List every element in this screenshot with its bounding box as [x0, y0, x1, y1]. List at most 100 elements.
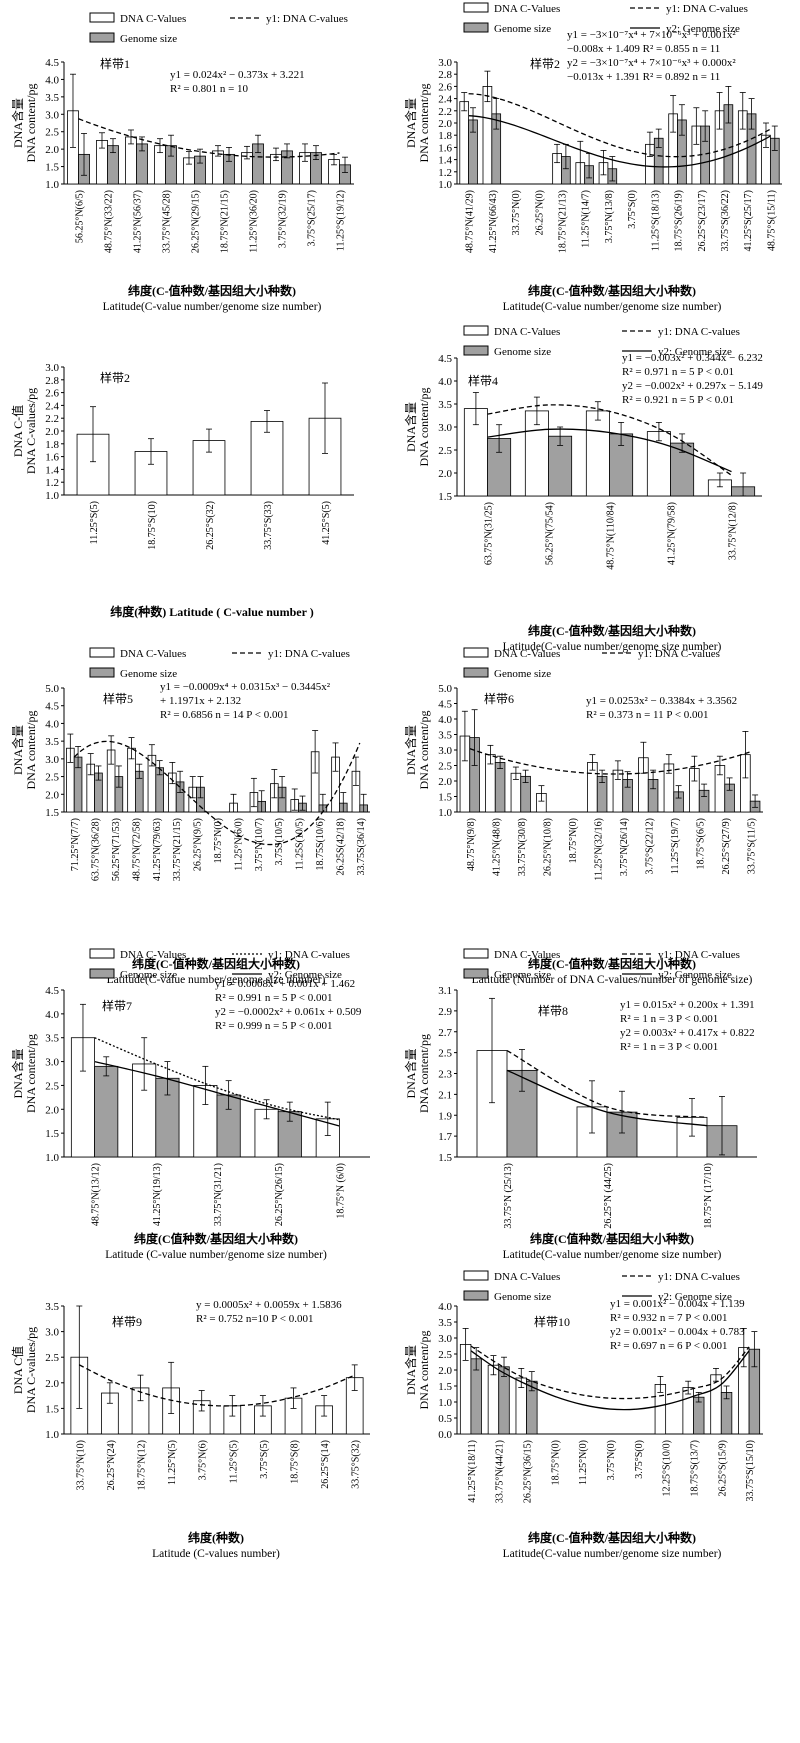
x-tick-label: 33.75°N (25/13) — [503, 1163, 514, 1229]
equation-line: y1 = 0.0253x² − 0.3384x + 3.3562 — [586, 695, 737, 707]
legend-fit-label-1: y1: DNA C-values — [268, 648, 350, 660]
y-tick-label: 1.5 — [438, 792, 452, 804]
fit-curve-2 — [470, 1350, 750, 1411]
legend-swatch-genome-size — [89, 968, 115, 979]
x-tick-label: 41.25°N(19/13) — [152, 1163, 163, 1226]
y-axis-label-en: DNA C-values/pg — [24, 1327, 38, 1413]
y-tick-label: 2.4 — [45, 400, 59, 412]
legend-fit-label-2: y2: Genome size — [658, 346, 732, 358]
legend-fit-label-2: y2: Genome size — [268, 969, 342, 981]
y-tick-label: 4.0 — [438, 376, 452, 388]
y-tick-label: 2.5 — [45, 772, 59, 784]
x-tick-label: 3.75°N(26/14) — [619, 818, 630, 876]
x-tick-label: 48.75°N(9/8) — [466, 818, 477, 871]
y-tick-label: 1.5 — [45, 162, 59, 174]
x-tick-label: 48.75°N(13/12) — [91, 1163, 102, 1226]
legend-label-genome-size: Genome size — [494, 668, 551, 680]
y-axis-label-cn: DNA含量 — [403, 1345, 418, 1395]
x-tick-label: 18.75°N(0) — [568, 818, 579, 863]
legend-fit-label-1: y1: DNA C-values — [666, 3, 748, 15]
x-tick-label: 71.25°N(7/7) — [70, 818, 81, 871]
y-tick-label: 1.0 — [438, 1397, 452, 1409]
legend-swatch-genome-size — [463, 345, 489, 356]
y-axis-label-en: DNA C-values/pg — [24, 388, 38, 474]
equation-line: R² = 1 n = 3 P < 0.001 — [620, 1041, 718, 1053]
equation-line: R² = 0.801 n = 10 — [170, 83, 249, 95]
x-tick-label: 33.75S(36/14) — [356, 818, 367, 876]
equation-line: y1 = 0.0008x² + 0.001x + 1.462 — [215, 978, 355, 990]
x-axis-label-cn: 纬度(C值种数/基因组大小种数) — [530, 1231, 694, 1246]
x-tick-label: 33.75°N(31/21) — [213, 1163, 224, 1226]
x-tick-label: 26.25°S(15/9) — [717, 1440, 728, 1497]
legend-swatch-genome-size — [89, 32, 115, 43]
x-axis-label-cn: 纬度(C-值种数/基因组大小种数) — [528, 956, 696, 971]
x-tick-label: 12.25°S(10/0) — [662, 1440, 673, 1497]
legend-fit-label-2: y2: Genome size — [658, 969, 732, 981]
legend-label-c-values: DNA C-Values — [494, 3, 560, 15]
x-axis-label-cn: 纬度(C值种数/基因组大小种数) — [134, 1231, 298, 1246]
x-tick-label: 3.75°S(22/12) — [644, 818, 655, 875]
x-tick-label: 18.75°N(21/15) — [220, 190, 231, 253]
legend-swatch-genome-size — [463, 22, 489, 33]
x-tick-label: 33.75°N(21/15) — [172, 818, 183, 881]
y-axis-label-cn: DNA C-值 — [10, 405, 25, 457]
y-tick-label: 4.5 — [45, 985, 59, 997]
bar-c-value — [682, 1387, 694, 1435]
y-tick-label: 3.5 — [45, 1301, 59, 1313]
x-axis-label-cn: 纬度(C-值种数/基因组大小种数) — [528, 623, 696, 638]
legend-label-genome-size: Genome size — [120, 33, 177, 45]
y-tick-label: 2.0 — [45, 144, 59, 156]
x-tick-label: 41.25°N(18/11) — [467, 1440, 478, 1503]
x-tick-label: 56.25°N(71/53) — [111, 818, 122, 881]
fit-curve-2 — [487, 428, 732, 473]
y-tick-label: 2.7 — [438, 1027, 452, 1039]
x-tick-label: 41.25°S(25/17) — [743, 190, 754, 252]
x-tick-label: 33.75°N(0) — [511, 190, 522, 235]
y-tick-label: 2.5 — [438, 1048, 452, 1060]
y-tick-label: 1.5 — [438, 1381, 452, 1393]
fit-curve-2 — [506, 1069, 708, 1127]
y-tick-label: 1.5 — [438, 491, 452, 503]
x-tick-label: 26.25°N(0) — [534, 190, 545, 235]
bar-genome-size — [94, 1065, 119, 1158]
x-tick-label: 48.75°N(110/84) — [606, 502, 617, 570]
x-tick-label: 26.25°N(29/15) — [191, 190, 202, 253]
fit-curve-1 — [506, 1049, 708, 1118]
x-tick-label: 33.75°S(36/22) — [720, 190, 731, 252]
x-tick-label: 41.25°N(48/8) — [491, 818, 502, 876]
y-tick-label: 4.0 — [45, 718, 59, 730]
x-axis-label-cn: 纬度(C-值种数/基因组大小种数) — [528, 1530, 696, 1545]
x-tick-label: 33.75°N(45/28) — [162, 190, 173, 253]
legend-fit-label-1: y1: DNA C-values — [658, 1271, 740, 1283]
y-axis-label-en: DNA content/pg — [24, 1034, 38, 1113]
x-tick-label: 11.25°N(5) — [167, 1440, 178, 1485]
bar-c-value — [585, 410, 610, 497]
equation-line: −0.008x + 1.409 R² = 0.855 n = 11 — [567, 43, 720, 55]
y-tick-label: 2.8 — [45, 375, 59, 387]
x-tick-label: 18.75°S(6/5) — [695, 818, 706, 870]
legend-label-genome-size: Genome size — [494, 1291, 551, 1303]
y-tick-label: 2.5 — [438, 761, 452, 773]
legend-label-genome-size: Genome size — [120, 668, 177, 680]
legend-swatch-genome-size — [463, 968, 489, 979]
y-tick-label: 1.0 — [45, 1429, 59, 1441]
x-tick-label: 33.75°N(30/8) — [517, 818, 528, 876]
x-tick-label: 41.25°N(66/43) — [488, 190, 499, 253]
equation-line: R² = 0.6856 n = 14 P < 0.001 — [160, 709, 288, 721]
y-tick-label: 2.4 — [438, 94, 452, 106]
y-tick-label: 4.0 — [45, 74, 59, 86]
legend-label-genome-size: Genome size — [494, 23, 551, 35]
x-axis-label-en: Latitude(C-value number/genome size numb… — [503, 1249, 722, 1261]
x-tick-label: 11.25°S(5) — [89, 501, 100, 544]
equation-line: −0.013x + 1.391 R² = 0.892 n = 11 — [567, 71, 720, 83]
equation-line: y2 = 0.003x² + 0.417x + 0.822 — [620, 1027, 755, 1039]
x-tick-label: 3.75S(10/5) — [274, 818, 285, 866]
panel-label: 样带10 — [534, 1314, 570, 1329]
y-tick-label: 1.4 — [45, 464, 59, 476]
y-tick-label: 4.0 — [45, 1009, 59, 1021]
x-tick-label: 26.25°S(32) — [205, 501, 216, 550]
x-axis-label-cn: 纬度(C-值种数/基因组大小种数) — [128, 283, 296, 298]
legend-label-c-values: DNA C-Values — [120, 648, 186, 660]
y-tick-label: 1.0 — [438, 807, 452, 819]
